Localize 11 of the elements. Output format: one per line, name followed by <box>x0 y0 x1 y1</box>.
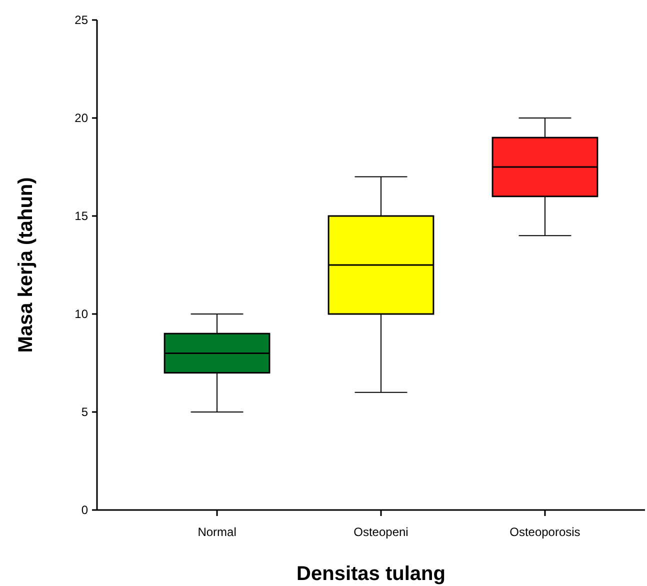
x-tick-label: Osteopeni <box>354 525 408 539</box>
y-tick-label: 0 <box>81 503 88 518</box>
x-tick-label: Normal <box>198 525 236 539</box>
y-tick-label: 10 <box>74 307 88 322</box>
y-tick-label: 15 <box>74 209 88 224</box>
x-tick-label: Osteoporosis <box>510 525 580 539</box>
y-tick-label: 20 <box>74 111 88 126</box>
y-axis-title: Masa kerja (tahun) <box>15 177 37 353</box>
x-axis-title: Densitas tulang <box>296 563 446 585</box>
y-tick-label: 25 <box>74 13 88 28</box>
y-tick-label: 5 <box>81 405 88 420</box>
